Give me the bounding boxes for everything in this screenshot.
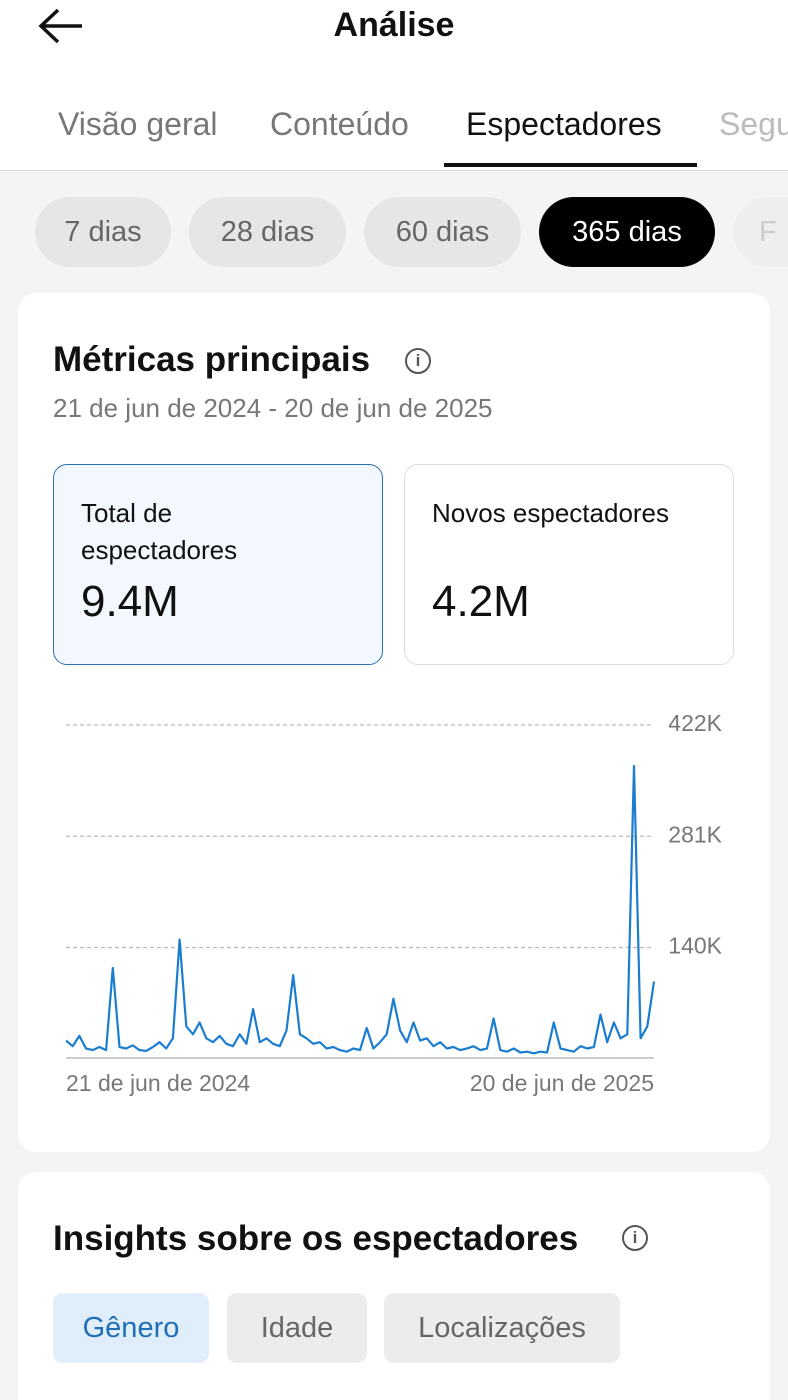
tab[interactable]: Visão geral <box>58 106 218 142</box>
y-tick-label: 281K <box>668 821 722 847</box>
period-pill[interactable]: 28 dias <box>189 197 346 267</box>
metric-box[interactable]: Total de espectadores 9.4M <box>53 464 383 665</box>
info-icon[interactable]: i <box>622 1225 648 1251</box>
tab-indicator <box>444 163 697 167</box>
top-bar <box>0 0 788 171</box>
y-tick-label: 140K <box>668 933 722 959</box>
period-pill[interactable]: 7 dias <box>35 197 171 267</box>
metric-label: Total de espectadores <box>81 498 238 565</box>
tab[interactable]: Espectadores <box>466 106 662 142</box>
y-tick-label: 422K <box>668 710 722 736</box>
data-line <box>65 764 656 1055</box>
tab[interactable]: Segu <box>719 106 788 142</box>
period-pill[interactable]: 60 dias <box>364 197 521 267</box>
card-title: Métricas principais <box>53 340 371 379</box>
x-tick-label: 21 de jun de 2024 <box>66 1070 250 1096</box>
metric-label: Novos espectadores <box>432 498 670 528</box>
period-pill[interactable]: 365 dias <box>539 197 715 267</box>
insights-card <box>18 1172 770 1400</box>
x-tick-label: 20 de jun de 2025 <box>470 1070 654 1096</box>
back-button[interactable] <box>36 6 86 46</box>
metric-value: 4.2M <box>432 577 530 626</box>
insight-tab[interactable]: Localizações <box>384 1293 620 1363</box>
metric-box[interactable]: Novos espectadores 4.2M <box>404 464 734 665</box>
insight-tab[interactable]: Idade <box>227 1293 367 1363</box>
metric-value: 9.4M <box>81 577 179 626</box>
card-title: Insights sobre os espectadores <box>53 1219 579 1258</box>
metrics-card <box>18 293 770 1152</box>
chart: 140K 281K 422K 21 de jun de 2024 20 de jun d… <box>65 710 723 1096</box>
insight-tab[interactable]: Gênero <box>53 1293 209 1363</box>
info-icon[interactable]: i <box>405 348 431 374</box>
date-range: 21 de jun de 2024 - 20 de jun de 2025 <box>53 393 493 423</box>
page-title: Análise <box>333 6 455 44</box>
period-pill[interactable]: F <box>733 197 788 267</box>
tab[interactable]: Conteúdo <box>270 106 409 142</box>
